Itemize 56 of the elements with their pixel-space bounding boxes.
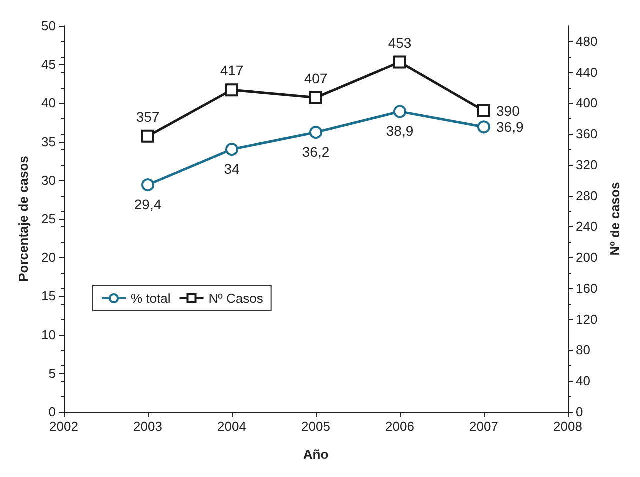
y2-tick-label: 280	[576, 188, 598, 204]
x-tick-label: 2006	[386, 419, 414, 434]
legend-label: Nº Casos	[208, 291, 264, 306]
y2-tick-label: 240	[576, 219, 598, 234]
point	[142, 130, 154, 143]
y-tick-label: 40	[42, 96, 56, 111]
y2-tick-label: 120	[576, 312, 598, 327]
y2-tick-label: 400	[576, 96, 598, 111]
y-tick-label: 0	[48, 404, 56, 420]
y-tick-label: 5	[48, 366, 56, 381]
x-tick-label: 2007	[470, 419, 498, 434]
y2-tick-label: 360	[576, 126, 598, 142]
data-label: 38,9	[386, 123, 414, 140]
y-tick-label: 50	[42, 18, 56, 34]
data-label: 34	[224, 161, 240, 178]
point	[478, 104, 490, 118]
point	[310, 91, 322, 104]
point	[394, 56, 406, 69]
x-tick-label: 2005	[302, 419, 330, 434]
legend-label: % total	[131, 291, 171, 306]
x-tick-label: 2003	[134, 419, 162, 434]
data-label: 29,4	[134, 196, 162, 213]
data-label: 407	[304, 70, 328, 86]
point	[226, 143, 238, 156]
data-label: 390	[496, 102, 520, 119]
y2-tick-label: 200	[576, 250, 598, 266]
point	[142, 178, 154, 192]
y2-axis-title: Nº de casos	[608, 182, 623, 256]
y-tick-label: 30	[42, 172, 56, 188]
y2-tick-label: 0	[576, 404, 584, 420]
y2-tick-label: 80	[576, 342, 590, 358]
point	[310, 126, 322, 140]
y-tick-label: 10	[42, 327, 56, 342]
y2-tick-label: 440	[576, 64, 598, 80]
y-tick-label: 35	[42, 134, 56, 150]
data-label: 357	[136, 108, 160, 125]
y-tick-label: 45	[42, 57, 56, 72]
x-tick-label: 2002	[50, 419, 78, 434]
y-tick-label: 15	[42, 288, 56, 304]
x-tick-label: 2004	[218, 419, 246, 434]
data-label: 453	[388, 34, 412, 51]
point	[226, 84, 238, 97]
data-label: 36,9	[496, 119, 524, 136]
data-label: 417	[220, 62, 244, 79]
x-tick-label: 2008	[554, 419, 582, 434]
y2-tick-label: 480	[576, 34, 598, 49]
y2-tick-label: 40	[576, 374, 590, 389]
point	[478, 120, 490, 134]
y2-tick-label: 320	[576, 157, 598, 172]
point	[394, 105, 406, 118]
data-label: 36,2	[302, 144, 330, 160]
x-axis-title: Año	[303, 447, 329, 462]
y-tick-label: 25	[42, 212, 56, 226]
y2-tick-label: 160	[576, 280, 598, 296]
y-axis-title: Porcentaje de casos	[16, 156, 31, 282]
y-tick-label: 20	[42, 250, 56, 266]
